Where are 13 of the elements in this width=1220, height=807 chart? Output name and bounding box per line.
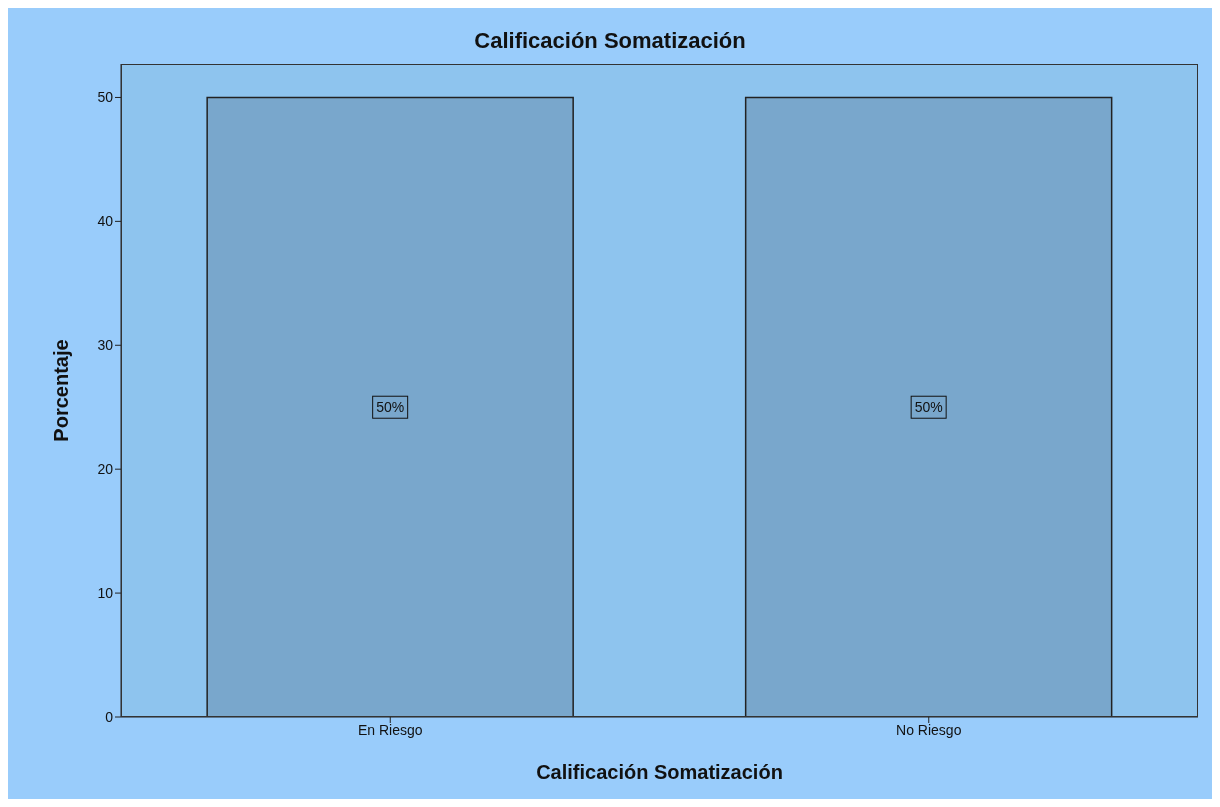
x-tick-label: En Riesgo xyxy=(357,721,423,738)
y-tick-label: 10 xyxy=(97,585,114,602)
y-tick-label: 20 xyxy=(97,461,114,478)
data-label: 50% xyxy=(376,399,405,416)
chart-title: Calificación Somatización xyxy=(473,28,747,54)
x-tick-label: No Riesgo xyxy=(896,721,962,738)
y-tick-label: 40 xyxy=(97,213,114,230)
y-axis-title: Porcentaje xyxy=(50,339,73,442)
data-label: 50% xyxy=(914,399,943,416)
y-tick-label: 50 xyxy=(97,89,114,106)
y-tick-label: 30 xyxy=(97,337,114,354)
x-axis-title: Calificación Somatización xyxy=(536,761,783,783)
y-tick-label: 0 xyxy=(105,708,114,725)
